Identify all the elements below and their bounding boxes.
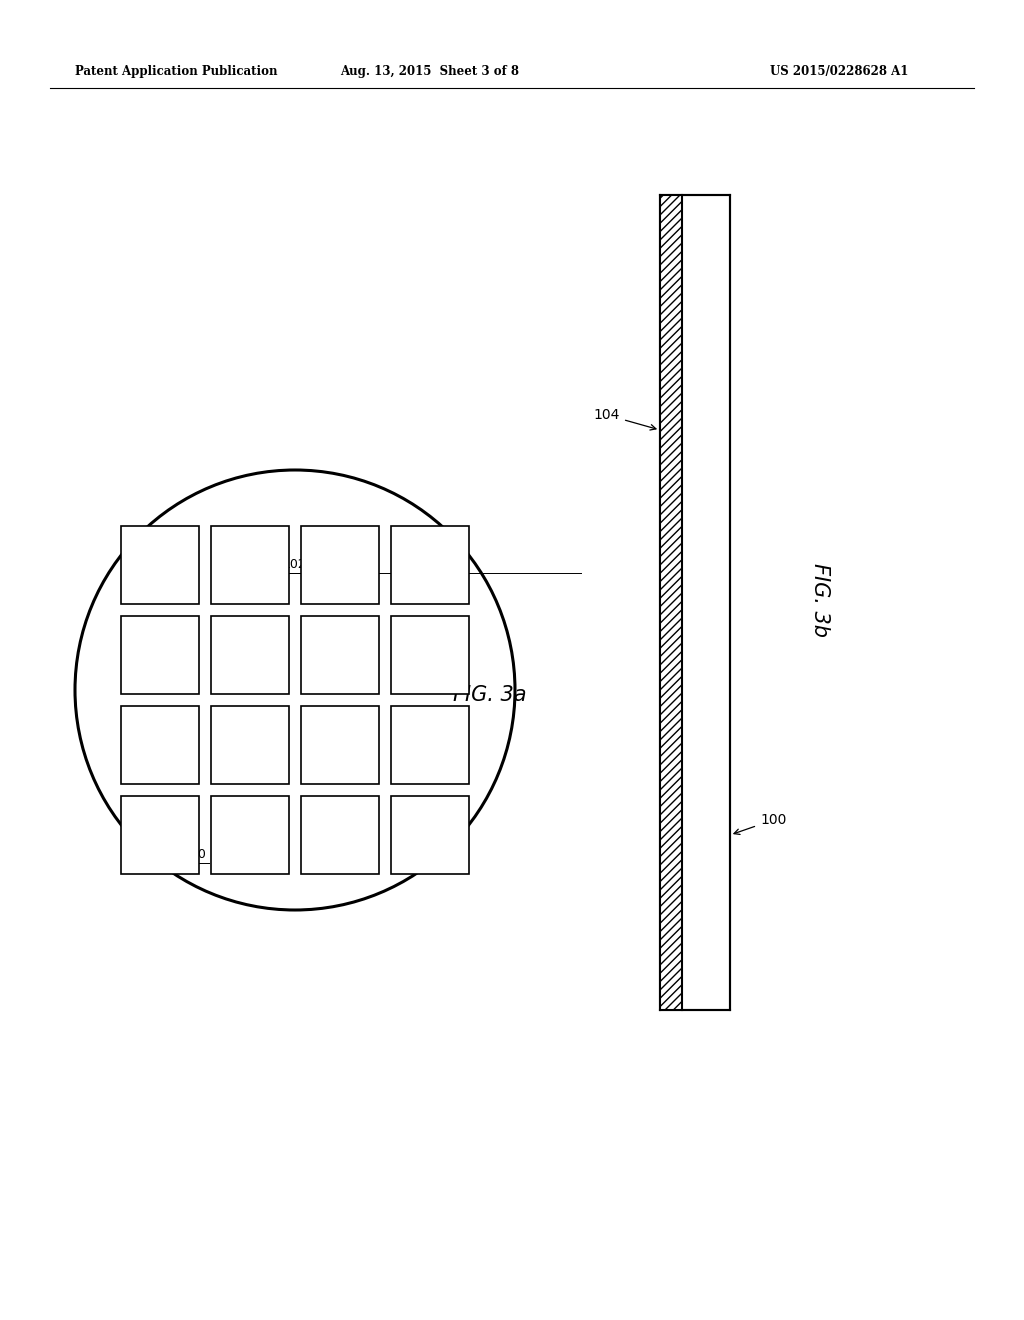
Text: 102: 102: [348, 849, 372, 862]
Text: FIG. 3a: FIG. 3a: [454, 685, 526, 705]
Text: Patent Application Publication: Patent Application Publication: [75, 66, 278, 78]
Bar: [660, 195, 730, 1010]
Text: Aug. 13, 2015  Sheet 3 of 8: Aug. 13, 2015 Sheet 3 of 8: [341, 66, 519, 78]
Text: 100: 100: [183, 849, 207, 862]
Bar: [211, 796, 289, 874]
Bar: [391, 796, 469, 874]
Bar: [391, 525, 469, 605]
Bar: [660, 195, 682, 1010]
Bar: [211, 706, 289, 784]
Text: US 2015/0228628 A1: US 2015/0228628 A1: [770, 66, 909, 78]
Bar: [391, 706, 469, 784]
Bar: [301, 706, 379, 784]
Bar: [121, 616, 199, 694]
Bar: [211, 525, 289, 605]
Bar: [211, 616, 289, 694]
Bar: [121, 796, 199, 874]
Bar: [121, 706, 199, 784]
Bar: [391, 616, 469, 694]
Text: 102: 102: [283, 558, 307, 572]
Text: FIG. 3b: FIG. 3b: [810, 564, 830, 638]
Bar: [301, 796, 379, 874]
Bar: [301, 616, 379, 694]
Text: 100: 100: [734, 813, 786, 834]
Text: 104: 104: [594, 408, 656, 430]
Bar: [121, 525, 199, 605]
Bar: [301, 525, 379, 605]
